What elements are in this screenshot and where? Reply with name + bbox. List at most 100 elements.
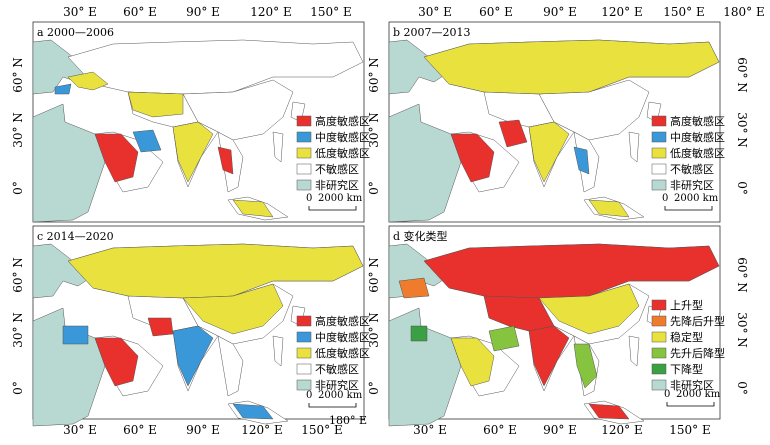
legend-label: 低度敏感区 <box>315 146 370 160</box>
lon-label: 90° E <box>543 423 577 437</box>
lat-label: 30° N <box>367 112 381 148</box>
lat-label: 60° N <box>11 57 25 93</box>
region-china-stable <box>538 283 640 335</box>
region-africa-edge-medium <box>62 325 89 345</box>
legend-label: 上升型 <box>670 298 703 312</box>
scale-bar-b: 0 2000 km <box>662 193 719 211</box>
legend-label: 稳定型 <box>670 330 703 344</box>
legend-label: 中度敏感区 <box>315 330 370 344</box>
scale-bar-c: 0 2000 km <box>306 390 363 408</box>
lon-label: 150° E <box>669 423 710 437</box>
scale-label: 2000 km <box>318 390 363 401</box>
lat-label: 60° N <box>367 57 381 93</box>
lon-label: 120° E <box>250 5 291 19</box>
legend-panel-b: 高度敏感区 中度敏感区 低度敏感区 不敏感区 非研究区 <box>651 114 725 192</box>
legend-panel-d: 上升型 先降后升型 稳定型 先升后降型 下降型 非研究区 <box>651 298 725 392</box>
region-black-sea-medium <box>54 83 72 95</box>
lon-labels-top: 30° E 60° E 90° E 120° E 150° E 30° E 60… <box>63 5 765 19</box>
region-central-asia-low <box>127 91 184 118</box>
lat-label: 0° <box>11 381 25 395</box>
region-south-asia-rise <box>528 325 570 387</box>
lon-label: 150° E <box>663 5 704 19</box>
scale-zero: 0 <box>664 389 670 400</box>
region-se-asia-high <box>217 146 234 175</box>
region-se-asia-medium <box>573 146 590 175</box>
lon-label: 30° E <box>63 5 97 19</box>
region-south-asia-low <box>528 121 570 183</box>
legend-label: 不敏感区 <box>315 162 359 176</box>
lon-label: 120° E <box>601 423 642 437</box>
region-arabia-high <box>450 133 495 183</box>
scale-zero: 0 <box>306 390 312 401</box>
lat-label: 30° N <box>735 312 749 348</box>
scale-zero: 0 <box>662 193 668 204</box>
scale-zero: 0 <box>306 193 312 204</box>
panel-title: a 2000—2006 <box>37 26 114 39</box>
lon-label: 120° E <box>601 5 642 19</box>
lon-label: 30° E <box>418 5 452 19</box>
legend-label: 不敏感区 <box>670 162 714 176</box>
region-eastern-europe-low <box>67 71 109 91</box>
lat-label: 0° <box>367 381 381 395</box>
region-islands-low <box>232 199 274 218</box>
lon-labels-bottom: 30° E 60° E 90° E 120° E 150° E 180° E 3… <box>63 414 711 437</box>
legend-label: 中度敏感区 <box>315 130 370 144</box>
lat-labels-right: 60° N 30° N 0° 60° N 30° N 0° <box>735 57 749 395</box>
lat-label: 30° N <box>11 312 25 348</box>
legend-label: 不敏感区 <box>315 362 359 376</box>
lat-labels-left: 60° N 30° N 0° 60° N 30° N 0° <box>11 57 25 395</box>
legend-label: 先升后降型 <box>670 346 725 360</box>
lat-label: 60° N <box>11 257 25 293</box>
lat-label: 30° N <box>735 112 749 148</box>
legend-label: 低度敏感区 <box>315 346 370 360</box>
lon-label: 150° E <box>310 5 351 19</box>
panel-title: b 2007—2013 <box>393 26 471 39</box>
region-islands-rise <box>588 403 630 420</box>
lon-label: 30° E <box>413 423 447 437</box>
lat-label: 30° N <box>11 112 25 148</box>
region-china-low <box>182 283 284 335</box>
lat-label: 60° N <box>367 257 381 293</box>
scale-label: 2000 km <box>674 193 719 204</box>
lon-label: 60° E <box>479 5 513 19</box>
region-south-asia-low <box>172 121 214 183</box>
legend-label: 非研究区 <box>315 178 359 192</box>
legend-label: 高度敏感区 <box>670 114 725 128</box>
lon-label: 30° E <box>63 423 97 437</box>
lat-label: 0° <box>735 381 749 395</box>
legend-label: 非研究区 <box>670 178 714 192</box>
region-india-medium <box>172 325 214 387</box>
region-arabia-stable <box>450 337 495 387</box>
lat-label: 0° <box>11 181 25 195</box>
lon-label: 90° E <box>186 5 220 19</box>
region-islands-medium <box>232 403 274 420</box>
lon-label: 120° E <box>241 423 282 437</box>
legend-panel-c: 高度敏感区 中度敏感区 低度敏感区 不敏感区 非研究区 <box>296 314 370 392</box>
legend-label: 高度敏感区 <box>315 114 370 128</box>
lon-label: 60° E <box>123 5 157 19</box>
lat-labels-middle: 60° N 30° N 0° 60° N 30° N 0° <box>367 57 381 395</box>
lon-label: 180° E <box>723 5 764 19</box>
legend-label: 低度敏感区 <box>670 146 725 160</box>
lat-label: 0° <box>367 181 381 195</box>
region-pakistan-high <box>498 119 528 148</box>
region-se-asia-rise-fall <box>573 343 598 389</box>
lon-label: 150° E <box>301 423 342 437</box>
lat-label: 60° N <box>735 57 749 93</box>
region-russia-low <box>67 243 364 299</box>
scale-bar-a: 0 2000 km <box>306 193 363 211</box>
legend-panel-a: 高度敏感区 中度敏感区 低度敏感区 不敏感区 非研究区 <box>296 114 370 192</box>
lon-label: 180° E <box>329 414 367 427</box>
legend-label: 高度敏感区 <box>315 314 370 328</box>
scale-label: 2000 km <box>318 193 363 204</box>
lat-label: 0° <box>735 181 749 195</box>
panel-title: c 2014—2020 <box>37 230 114 243</box>
region-afghanistan-high <box>147 317 174 337</box>
legend-label: 下降型 <box>670 362 703 376</box>
lat-label: 30° N <box>367 312 381 348</box>
lon-label: 60° E <box>123 423 157 437</box>
legend-label: 先降后升型 <box>670 314 725 328</box>
region-iran-rise-fall <box>488 325 520 352</box>
region-iran-medium <box>132 129 162 153</box>
legend-label: 非研究区 <box>315 378 359 392</box>
